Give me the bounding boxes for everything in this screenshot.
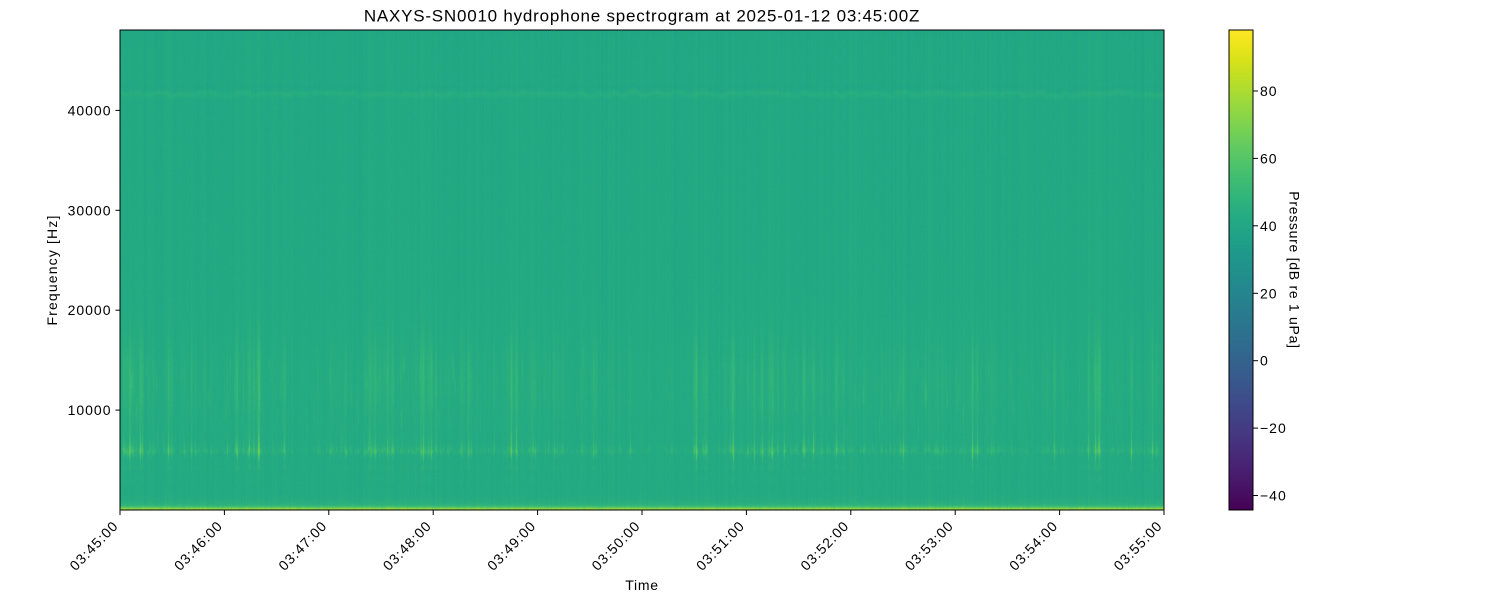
svg-text:03:54:00: 03:54:00: [1006, 517, 1061, 573]
svg-text:10000: 10000: [68, 402, 112, 418]
svg-text:03:49:00: 03:49:00: [484, 517, 539, 573]
svg-text:20000: 20000: [68, 302, 112, 318]
svg-text:−20: −20: [1260, 420, 1287, 436]
svg-text:40: 40: [1260, 218, 1278, 234]
svg-text:30000: 30000: [68, 202, 112, 218]
svg-text:03:48:00: 03:48:00: [380, 517, 435, 573]
svg-text:03:50:00: 03:50:00: [588, 517, 643, 573]
svg-text:03:45:00: 03:45:00: [66, 517, 121, 573]
svg-text:20: 20: [1260, 285, 1278, 301]
svg-text:Pressure [dB re 1 uPa]: Pressure [dB re 1 uPa]: [1287, 191, 1303, 348]
svg-text:03:53:00: 03:53:00: [902, 517, 957, 573]
svg-text:80: 80: [1260, 83, 1278, 99]
svg-text:60: 60: [1260, 150, 1278, 166]
svg-text:Frequency [Hz]: Frequency [Hz]: [44, 214, 60, 325]
svg-text:03:46:00: 03:46:00: [171, 517, 226, 573]
svg-text:Time: Time: [625, 577, 658, 593]
svg-text:−40: −40: [1260, 488, 1287, 504]
svg-text:40000: 40000: [68, 102, 112, 118]
svg-text:03:51:00: 03:51:00: [693, 517, 748, 573]
svg-text:0: 0: [1260, 353, 1269, 369]
svg-text:NAXYS-SN0010 hydrophone spectr: NAXYS-SN0010 hydrophone spectrogram at 2…: [364, 7, 920, 26]
svg-text:03:47:00: 03:47:00: [275, 517, 330, 573]
svg-text:03:55:00: 03:55:00: [1110, 517, 1165, 573]
svg-text:03:52:00: 03:52:00: [797, 517, 852, 573]
